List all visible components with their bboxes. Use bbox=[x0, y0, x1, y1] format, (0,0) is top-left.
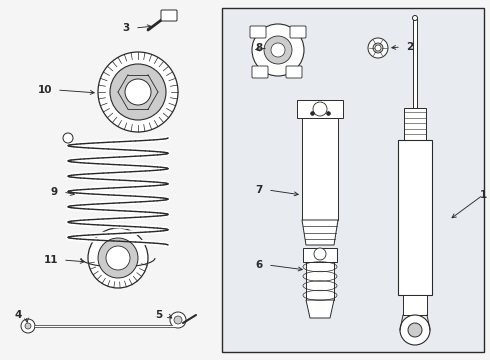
Text: 8: 8 bbox=[256, 43, 263, 53]
Circle shape bbox=[413, 15, 417, 21]
Circle shape bbox=[373, 43, 383, 53]
Text: 3: 3 bbox=[123, 23, 130, 33]
Circle shape bbox=[368, 38, 388, 58]
Circle shape bbox=[400, 315, 430, 345]
Bar bbox=[303, 248, 337, 262]
Text: 6: 6 bbox=[256, 260, 263, 270]
Circle shape bbox=[264, 36, 292, 64]
Bar bbox=[306, 262, 334, 300]
Bar bbox=[398, 140, 432, 295]
Circle shape bbox=[21, 319, 35, 333]
Circle shape bbox=[314, 248, 326, 260]
Circle shape bbox=[63, 133, 73, 143]
Text: 9: 9 bbox=[51, 187, 58, 197]
Bar bbox=[222, 8, 484, 352]
Text: 10: 10 bbox=[38, 85, 52, 95]
Circle shape bbox=[98, 238, 138, 278]
Bar bbox=[413, 18, 417, 108]
Text: 7: 7 bbox=[256, 185, 263, 195]
Polygon shape bbox=[306, 300, 334, 318]
Bar bbox=[404, 108, 426, 140]
Bar bbox=[297, 100, 343, 118]
Circle shape bbox=[98, 52, 178, 132]
Circle shape bbox=[252, 24, 304, 76]
Text: 11: 11 bbox=[44, 255, 58, 265]
Bar bbox=[403, 295, 427, 315]
Text: 2: 2 bbox=[406, 42, 413, 52]
Circle shape bbox=[170, 312, 186, 328]
Circle shape bbox=[110, 64, 166, 120]
FancyBboxPatch shape bbox=[250, 26, 266, 38]
Circle shape bbox=[271, 43, 285, 57]
Circle shape bbox=[313, 102, 327, 116]
Circle shape bbox=[408, 323, 422, 337]
Text: 5: 5 bbox=[155, 310, 162, 320]
FancyBboxPatch shape bbox=[286, 66, 302, 78]
Text: 4: 4 bbox=[15, 310, 22, 320]
Bar bbox=[302, 118, 338, 220]
FancyBboxPatch shape bbox=[290, 26, 306, 38]
Polygon shape bbox=[302, 220, 338, 245]
Text: 1: 1 bbox=[480, 190, 487, 200]
Circle shape bbox=[25, 323, 31, 329]
FancyBboxPatch shape bbox=[252, 66, 268, 78]
Circle shape bbox=[88, 228, 148, 288]
Circle shape bbox=[125, 79, 151, 105]
Circle shape bbox=[375, 45, 381, 51]
Circle shape bbox=[174, 316, 182, 324]
Circle shape bbox=[106, 246, 130, 270]
FancyBboxPatch shape bbox=[161, 10, 177, 21]
